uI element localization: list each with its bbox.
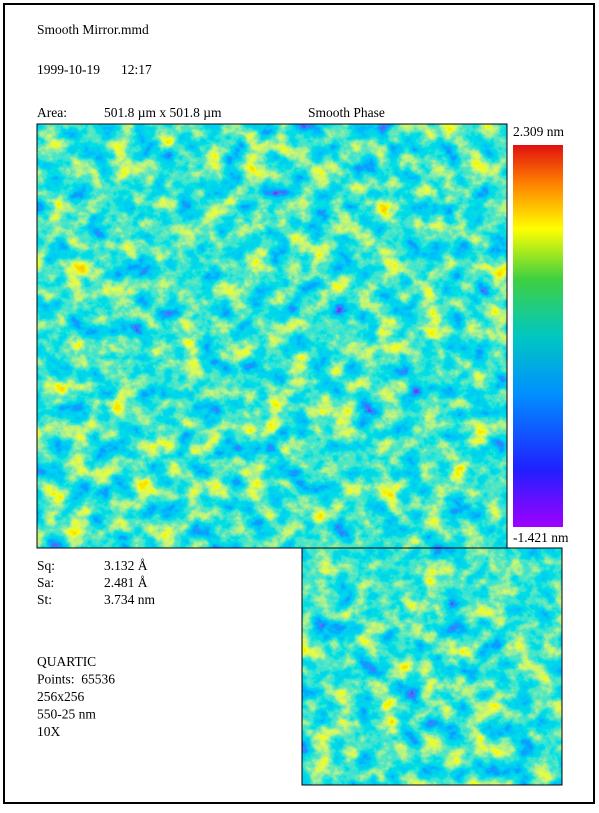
info-line: 256x256 — [37, 689, 85, 704]
time: 12:17 — [121, 62, 152, 77]
file-name: Smooth Mirror.mmd — [37, 22, 149, 37]
stat-label: St: — [37, 592, 52, 607]
thumbnail-map — [302, 548, 562, 785]
area-label: Area: — [37, 105, 67, 120]
stat-label: Sa: — [37, 575, 54, 590]
surface-map — [37, 124, 507, 548]
date: 1999-10-19 — [37, 62, 100, 77]
report: Smooth Mirror.mmd 1999-10-19 12:17 Area:… — [0, 0, 599, 808]
stat-value: 3.734 nm — [104, 592, 156, 607]
scale-max: 2.309 nm — [513, 124, 565, 139]
stat-label: Sq: — [37, 558, 55, 573]
info-line: 10X — [37, 724, 61, 739]
mode: Smooth Phase — [308, 105, 385, 120]
info-line: 550-25 nm — [37, 707, 96, 722]
area: 501.8 µm x 501.8 µm — [104, 105, 222, 120]
stat-value: 3.132 Å — [104, 558, 148, 573]
info-line: Points: 65536 — [37, 672, 115, 687]
scale-min: -1.421 nm — [513, 530, 569, 545]
color-bar — [513, 145, 563, 527]
stat-value: 2.481 Å — [104, 575, 148, 590]
info-line: QUARTIC — [37, 654, 96, 669]
